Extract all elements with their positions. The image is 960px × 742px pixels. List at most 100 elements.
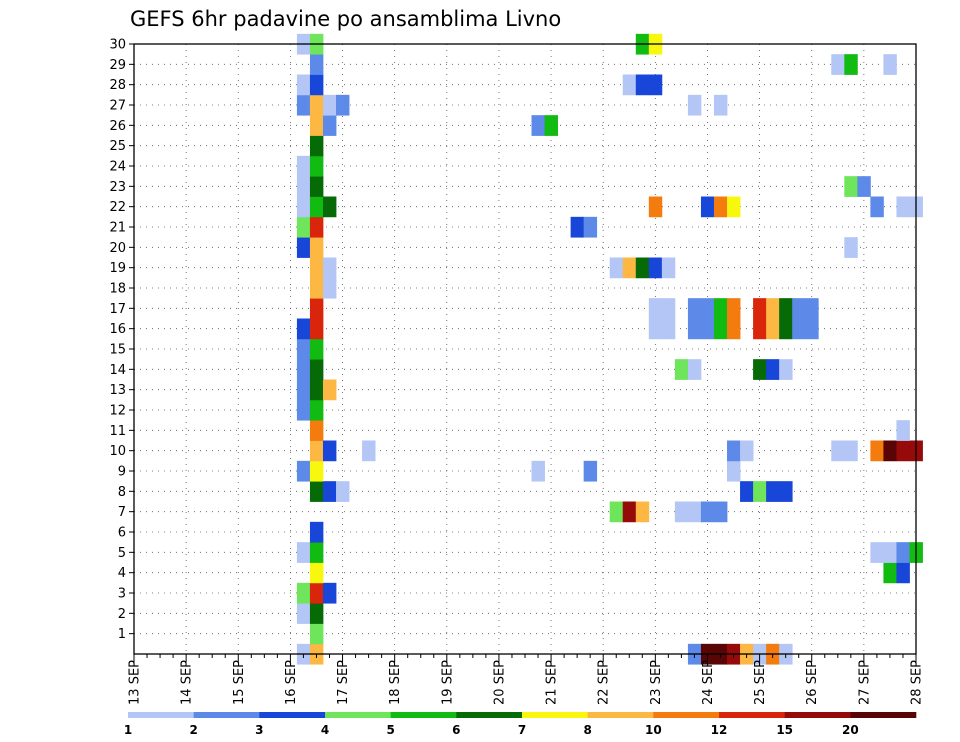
- precip-cell: [309, 54, 324, 75]
- precip-cell: [883, 440, 897, 462]
- y-tick-label: 3: [118, 587, 126, 602]
- y-tick-label: 27: [109, 99, 126, 114]
- y-tick-label: 12: [109, 404, 126, 419]
- legend-label: 4: [321, 723, 329, 737]
- legend-swatch: [850, 712, 917, 718]
- precip-cell: [309, 74, 324, 96]
- precip-cell: [674, 359, 689, 380]
- precip-cell: [309, 135, 324, 157]
- precip-cell: [309, 298, 324, 319]
- precip-cell: [870, 440, 884, 462]
- legend-swatch: [587, 712, 654, 718]
- precip-cell: [857, 176, 871, 197]
- y-tick-label: 5: [118, 546, 126, 561]
- precip-cell: [336, 481, 350, 502]
- y-tick-label: 6: [118, 526, 126, 541]
- precip-cell: [296, 399, 311, 421]
- precip-cell: [322, 379, 337, 401]
- precip-cell: [309, 176, 324, 197]
- precip-cell: [609, 257, 624, 279]
- legend-label: 20: [842, 723, 859, 737]
- precip-cell: [309, 379, 324, 401]
- y-axis-ticks: 1234567891011121314151617181920212223242…: [109, 38, 134, 642]
- precip-cell: [896, 440, 910, 462]
- precip-cell: [531, 460, 545, 482]
- x-tick-label: 18 SEP: [388, 660, 403, 705]
- precip-cell: [322, 277, 337, 299]
- precip-cell: [713, 298, 728, 319]
- precip-cell: [296, 216, 311, 238]
- precip-cell: [870, 196, 884, 218]
- legend-swatch: [522, 712, 588, 718]
- precip-cell: [296, 74, 311, 96]
- precip-cell: [766, 298, 780, 319]
- precip-cell: [844, 440, 858, 462]
- y-tick-label: 24: [109, 160, 126, 175]
- legend-label: 1: [124, 723, 132, 737]
- precip-cell: [622, 74, 637, 96]
- color-legend: 1 2 3 4 5 6 7 8 10 12 15 20: [124, 712, 917, 737]
- precip-cell: [831, 54, 845, 75]
- x-tick-label: 16 SEP: [284, 660, 299, 705]
- precip-cell: [700, 298, 715, 319]
- legend-swatch: [128, 712, 194, 718]
- precip-cell: [740, 481, 754, 502]
- grid-lines: [134, 43, 916, 654]
- legend-label: 7: [518, 723, 526, 737]
- legend-swatch: [784, 712, 851, 718]
- precip-cell: [661, 318, 676, 340]
- y-tick-label: 10: [109, 444, 126, 459]
- precip-cell: [296, 542, 311, 563]
- legend-label: 15: [776, 723, 793, 737]
- precip-cell: [727, 318, 741, 340]
- y-tick-label: 4: [118, 566, 126, 581]
- precip-cell: [309, 521, 324, 543]
- precip-cell: [309, 277, 324, 299]
- precip-cell: [322, 94, 337, 116]
- y-tick-label: 20: [109, 241, 126, 256]
- precip-cell: [700, 318, 715, 340]
- precip-cell: [727, 460, 741, 482]
- precip-cell: [883, 542, 897, 563]
- precip-cell: [309, 542, 324, 563]
- precip-cell: [687, 94, 702, 116]
- precip-cell: [648, 318, 663, 340]
- legend-swatch: [719, 712, 785, 718]
- x-tick-label: 23 SEP: [649, 660, 664, 705]
- precip-cell: [844, 237, 858, 258]
- precip-cell: [309, 359, 324, 380]
- y-tick-label: 23: [109, 180, 126, 195]
- legend-swatch: [193, 712, 260, 718]
- precip-cell: [713, 318, 728, 340]
- precip-cell: [766, 318, 780, 340]
- precip-cell: [779, 298, 793, 319]
- legend-label: 5: [386, 723, 394, 737]
- legend-swatch: [390, 712, 457, 718]
- chart-title: GEFS 6hr padavine po ansamblima Livno: [130, 7, 561, 31]
- precip-cell: [309, 318, 324, 340]
- precip-cell: [322, 257, 337, 279]
- precip-cell: [805, 298, 819, 319]
- precip-cell: [896, 196, 910, 218]
- x-tick-label: 28 SEP: [910, 660, 925, 705]
- precip-cell: [753, 318, 767, 340]
- precip-cell: [713, 196, 728, 218]
- precip-cell: [727, 440, 741, 462]
- precip-cell: [296, 359, 311, 380]
- precip-cell: [309, 603, 324, 624]
- y-tick-label: 19: [109, 261, 126, 276]
- legend-label: 6: [452, 723, 460, 737]
- precipitation-cells: [296, 33, 923, 665]
- precip-cell: [896, 542, 910, 563]
- precip-cell: [805, 318, 819, 340]
- y-tick-label: 29: [109, 58, 126, 73]
- precip-cell: [570, 216, 585, 238]
- precip-cell: [583, 460, 598, 482]
- x-axis-ticks: 13 SEP 14 SEP 15 SEP 16 SEP 17 SEP 18 SEP 19 S…: [128, 654, 925, 705]
- precip-cell: [296, 155, 311, 177]
- y-tick-label: 7: [118, 505, 126, 520]
- precip-cell: [870, 542, 884, 563]
- precip-cell: [309, 155, 324, 177]
- precip-cell: [296, 338, 311, 360]
